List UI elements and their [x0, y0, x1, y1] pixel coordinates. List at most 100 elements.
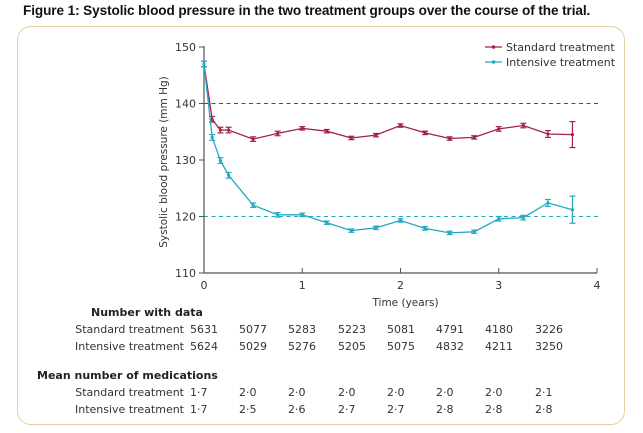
data-point [349, 229, 353, 233]
data-point [210, 135, 214, 139]
legend-marker-intensive [491, 60, 496, 64]
data-point [325, 129, 329, 133]
meds-cell: 2·0 [485, 386, 503, 399]
legend-marker-standard [491, 45, 496, 49]
meds-cell: 2·8 [535, 403, 553, 416]
data-point [251, 137, 255, 141]
data-point [398, 218, 403, 223]
y-axis-title: Systolic blood pressure (mm Hg) [158, 76, 170, 248]
data-point [349, 136, 353, 140]
series-standard [201, 60, 576, 149]
meds-cell: 2·8 [436, 403, 454, 416]
data-point [276, 213, 280, 217]
series-intensive [201, 60, 576, 236]
data-point [521, 216, 525, 220]
count-cell: 4832 [436, 340, 464, 353]
data-point [448, 231, 452, 235]
y-ticks: 110 120 130 140 150 [175, 41, 204, 280]
count-cell: 4791 [436, 323, 464, 336]
row-label-standard-count: Standard treatment [75, 323, 184, 336]
series-layer [201, 60, 576, 236]
meds-cell: 2·5 [239, 403, 257, 416]
count-cell: 5205 [338, 340, 366, 353]
meds-cell: 2·0 [387, 386, 405, 399]
count-cell: 5631 [190, 323, 218, 336]
y-tick-label: 110 [175, 267, 196, 280]
y-tick-label: 150 [175, 41, 196, 54]
count-cell: 5029 [239, 340, 267, 353]
mean-medications-heading: Mean number of medications [37, 369, 218, 382]
x-ticks: 0 1 2 3 4 [201, 268, 601, 292]
row-label-intensive-meds: Intensive treatment [74, 403, 184, 416]
legend: Standard treatment Intensive treatment [485, 41, 616, 69]
data-point [546, 201, 550, 205]
y-tick-label: 140 [175, 98, 196, 111]
meds-cell: 2·0 [436, 386, 454, 399]
data-point [300, 126, 304, 130]
data-point [202, 62, 206, 66]
x-tick-label: 3 [495, 279, 502, 292]
legend-item-intensive: Intensive treatment [485, 56, 616, 69]
figure-frame [17, 26, 625, 425]
x-tick-label: 0 [201, 279, 208, 292]
data-point [374, 226, 378, 230]
count-cell: 5075 [387, 340, 415, 353]
count-cell: 5077 [239, 323, 267, 336]
meds-cell: 2·6 [288, 403, 306, 416]
data-point [218, 158, 223, 163]
legend-label-intensive: Intensive treatment [506, 56, 616, 69]
count-cell: 5223 [338, 323, 366, 336]
data-point [325, 221, 329, 225]
data-point [423, 131, 427, 135]
y-tick-label: 120 [175, 211, 196, 224]
reference-lines [204, 102, 599, 218]
count-cell: 3226 [535, 323, 563, 336]
data-point [251, 203, 255, 207]
data-point [448, 136, 452, 141]
count-cell: 5276 [288, 340, 316, 353]
x-tick-label: 4 [594, 279, 601, 292]
legend-label-standard: Standard treatment [506, 41, 615, 54]
data-point [497, 217, 501, 221]
meds-cell: 2·8 [485, 403, 503, 416]
x-tick-label: 2 [397, 279, 404, 292]
x-axis-title: Time (years) [371, 297, 438, 309]
count-cell: 5624 [190, 340, 218, 353]
meds-cell: 2·7 [338, 403, 356, 416]
count-cell: 5081 [387, 323, 415, 336]
data-point [210, 117, 214, 121]
data-point [300, 213, 304, 217]
meds-cell: 2·0 [338, 386, 356, 399]
data-point [218, 128, 223, 132]
data-point [472, 135, 476, 139]
row-label-intensive-count: Intensive treatment [74, 340, 184, 353]
meds-cell: 2·0 [239, 386, 257, 399]
data-point [226, 128, 231, 132]
data-point [570, 208, 575, 212]
figure-title: Figure 1: Systolic blood pressure in the… [23, 3, 591, 18]
x-tick-label: 1 [299, 279, 306, 292]
number-with-data-heading: Number with data [91, 306, 203, 319]
data-point [546, 132, 550, 136]
meds-cell: 2·1 [535, 386, 553, 399]
y-tick-label: 130 [175, 154, 196, 167]
meds-cell: 2·7 [387, 403, 405, 416]
data-point [570, 132, 575, 137]
data-point [374, 133, 378, 137]
data-point [226, 173, 231, 177]
meds-cell: 1·7 [190, 403, 208, 416]
data-point [276, 131, 280, 136]
data-point [398, 123, 403, 128]
meds-cell: 2·0 [288, 386, 306, 399]
data-point [521, 123, 525, 128]
count-cell: 5283 [288, 323, 316, 336]
data-point [497, 127, 501, 131]
count-cell: 4180 [485, 323, 513, 336]
meds-cell: 1·7 [190, 386, 208, 399]
legend-item-standard: Standard treatment [485, 41, 615, 54]
data-point [472, 230, 476, 234]
row-label-standard-meds: Standard treatment [75, 386, 184, 399]
data-point [423, 226, 427, 230]
